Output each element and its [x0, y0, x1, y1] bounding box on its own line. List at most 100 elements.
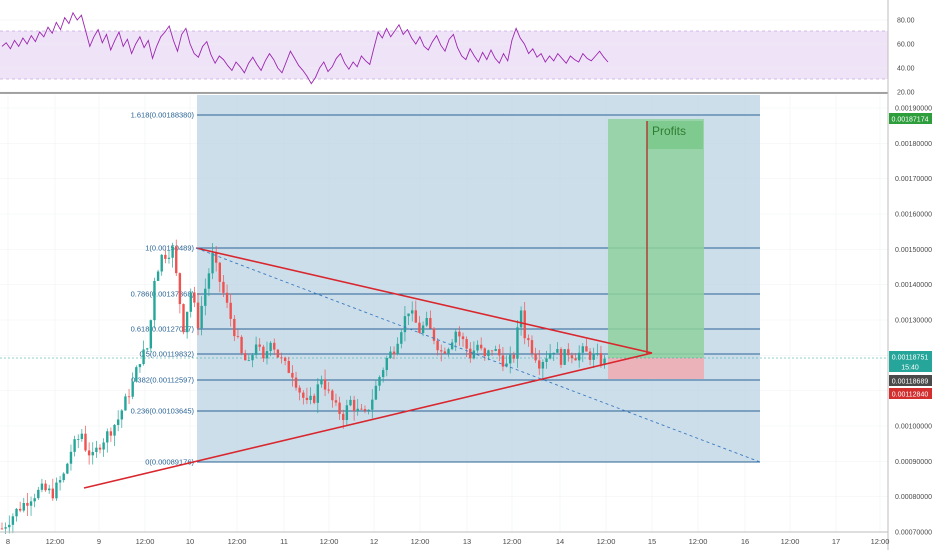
candle-body — [200, 305, 203, 329]
candle-body — [454, 331, 457, 343]
candle-body — [327, 389, 330, 391]
dashed-projection-line — [195, 247, 761, 463]
fib-level-label: 1(0.00150489) — [145, 244, 194, 253]
price-tag — [889, 351, 932, 362]
time-tick: 12:00 — [597, 537, 616, 546]
candle-body — [385, 358, 388, 371]
price-tag-label: 0.00187174 — [892, 117, 929, 124]
candle-body — [29, 501, 33, 506]
time-tick: 12 — [370, 537, 378, 546]
candle-body — [450, 342, 454, 350]
candle-body — [440, 350, 443, 352]
candle-body — [294, 377, 298, 388]
candle-body — [349, 399, 352, 406]
price-y-tick: 0.00080000 — [895, 494, 932, 501]
price-y-tick: 0.00190000 — [895, 106, 932, 113]
candle-body — [389, 351, 392, 359]
price-panel: 1.618(0.00188380) 1(0.00150489) 0.786(0.00… — [0, 95, 888, 534]
candle-body — [342, 413, 345, 421]
candle-body — [153, 280, 156, 321]
candle-body — [476, 344, 479, 351]
candle-body — [392, 351, 396, 355]
candle-body — [592, 353, 595, 360]
rsi-line — [1, 11, 609, 85]
candle-body — [11, 516, 15, 525]
triangle-upper-trendline — [195, 247, 653, 354]
price-tag-label: 0.00118689 — [892, 379, 929, 386]
candle-body — [400, 332, 403, 344]
candle-body — [312, 395, 316, 403]
candle-body — [545, 358, 548, 362]
candle-body — [403, 316, 407, 333]
candle-body — [51, 488, 55, 499]
candle-body — [585, 346, 588, 352]
candle-body — [262, 346, 265, 359]
candle-body — [164, 254, 167, 259]
candle-body — [240, 336, 243, 354]
candle-body — [80, 433, 84, 440]
candle-body — [247, 360, 251, 362]
candle-body — [599, 353, 603, 365]
candle-body — [171, 246, 174, 258]
candle-body — [418, 322, 421, 333]
candle-body — [258, 344, 261, 347]
profit-zone — [608, 119, 704, 358]
candle-body — [334, 400, 338, 403]
candle-body — [138, 364, 142, 368]
candle-body — [280, 357, 283, 359]
rsi-panel — [0, 11, 888, 93]
fib-level-label: 1.618(0.00188380) — [131, 111, 195, 120]
candle-body — [519, 310, 523, 328]
time-tick: 8 — [6, 537, 10, 546]
countdown-tag — [889, 362, 932, 372]
time-tick: 17 — [832, 537, 840, 546]
candle-body — [429, 317, 432, 329]
candle-body — [461, 336, 465, 340]
candle-body — [436, 340, 439, 351]
fib-level-label: 0.5(0.00119832) — [140, 350, 195, 359]
candle-body — [360, 408, 363, 410]
price-axis: 0.00190000 0.00180000 0.00170000 0.00160000… — [887, 0, 932, 550]
price-tag-label: 0.00112840 — [892, 392, 929, 399]
time-tick: 12:00 — [871, 537, 890, 546]
candle-body — [211, 252, 214, 274]
candle-body — [44, 483, 47, 491]
candle-body — [265, 351, 269, 359]
candle-body — [298, 387, 301, 393]
candle-body — [214, 252, 218, 263]
candle-body — [552, 352, 555, 354]
candle-body — [432, 328, 436, 341]
candle-body — [407, 313, 410, 317]
candle-body — [106, 431, 109, 443]
candle-body — [509, 354, 512, 364]
candle-body — [305, 397, 309, 401]
candle-body — [479, 344, 483, 349]
price-tag-label: 0.00118751 — [892, 355, 929, 362]
candle-body — [338, 402, 341, 414]
time-tick: 16 — [741, 537, 749, 546]
candle-body — [196, 302, 200, 329]
candle-body — [8, 524, 11, 528]
rsi-band — [0, 31, 888, 79]
candle-body — [563, 349, 566, 365]
candle-body — [374, 385, 378, 400]
candle-body — [410, 310, 414, 314]
candle-body — [483, 348, 486, 357]
candle-body — [26, 502, 29, 506]
candle-body — [287, 360, 290, 373]
candle-body — [309, 395, 312, 401]
candle-body — [534, 353, 537, 361]
candle-body — [22, 502, 25, 511]
candle-body — [501, 355, 505, 367]
candle-body — [229, 302, 232, 319]
candle-body — [33, 498, 36, 502]
candle-body — [498, 349, 501, 356]
candle-body — [18, 508, 22, 511]
candle-body — [588, 351, 592, 360]
candle-body — [596, 353, 599, 354]
candle-body — [548, 353, 552, 359]
candle-body — [581, 346, 584, 353]
candle-body — [530, 340, 534, 354]
candle-body — [146, 348, 149, 350]
